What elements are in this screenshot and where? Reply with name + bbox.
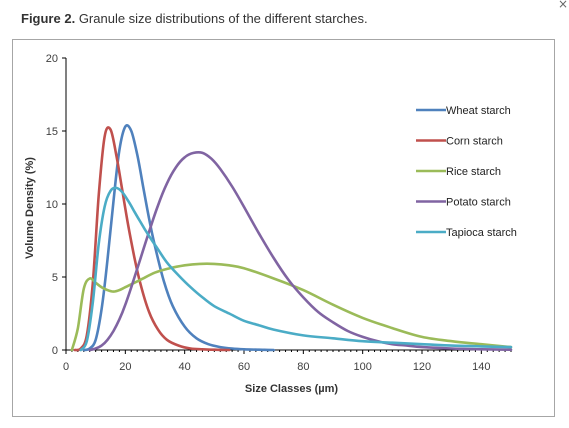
- y-axis-title: Volume Density (%): [24, 157, 36, 259]
- close-icon[interactable]: ×: [558, 0, 569, 11]
- legend-label-potato-starch: Potato starch: [446, 197, 511, 209]
- series-line-tapioca-starch: [79, 186, 513, 352]
- y-tick-label: 0: [52, 345, 58, 357]
- figure-caption-text: Granule size distributions of the differ…: [78, 11, 368, 26]
- series-line-corn-starch: [73, 126, 231, 352]
- legend-label-corn-starch: Corn starch: [446, 136, 503, 148]
- x-tick-label: 120: [413, 361, 431, 373]
- x-tick-label: 60: [238, 361, 250, 373]
- x-tick-label: 80: [297, 361, 309, 373]
- x-axis-title: Size Classes (µm): [245, 383, 338, 395]
- x-tick-label: 20: [119, 361, 131, 373]
- y-tick-label: 15: [46, 126, 58, 138]
- figure-label: Figure 2.: [21, 11, 76, 26]
- x-tick-label: 140: [472, 361, 490, 373]
- legend-label-wheat-starch: Wheat starch: [446, 105, 511, 117]
- x-tick-label: 100: [353, 361, 371, 373]
- y-tick-label: 20: [46, 53, 58, 65]
- x-tick-label: 0: [63, 361, 69, 373]
- x-tick-label: 40: [179, 361, 191, 373]
- y-tick-label: 10: [46, 199, 58, 211]
- legend-label-tapioca-starch: Tapioca starch: [446, 227, 517, 239]
- series-line-rice-starch: [70, 262, 513, 352]
- chart-frame: [12, 39, 555, 417]
- series-line-wheat-starch: [82, 124, 275, 352]
- legend-label-rice-starch: Rice starch: [446, 166, 501, 178]
- y-tick-label: 5: [52, 272, 58, 284]
- figure-caption: Figure 2. Granule size distributions of …: [21, 11, 368, 26]
